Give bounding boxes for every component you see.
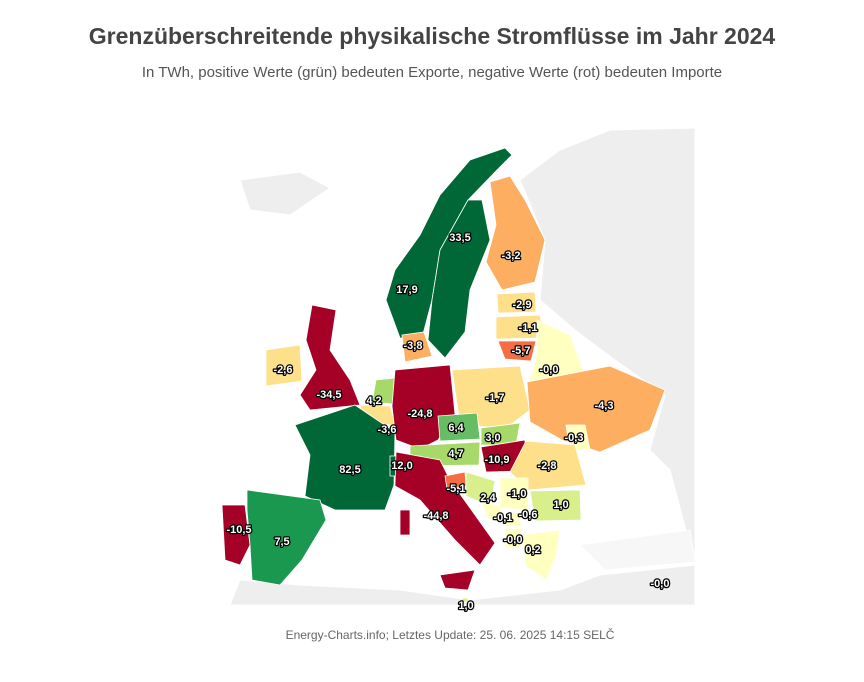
value-label: -3,2 [502,250,521,262]
value-label: -5,7 [512,345,531,357]
regions [221,147,696,603]
value-label: -1,0 [508,488,527,500]
region [526,365,666,453]
value-label: 1,0 [553,499,568,511]
value-label: 3,0 [485,432,500,444]
region [427,199,491,359]
value-label: -0,1 [494,512,513,524]
subtitle: In TWh, positive Werte (grün) bedeuten E… [142,64,722,81]
value-label: 6,4 [448,422,464,434]
value-label: -3,6 [378,424,397,436]
value-label: -0,0 [504,534,523,546]
value-label: 82,5 [339,464,360,476]
value-label: -24,8 [407,408,432,420]
value-label: 4,2 [366,395,381,407]
region [504,527,522,549]
value-label: -44,8 [423,510,448,522]
region [499,477,529,511]
region [579,529,696,571]
labels: 17,9 33,5 -3,2 -2,9 -1,1 -5,7 -0,0 -3,8 -2,6 -34,… [225,231,671,614]
region [521,529,561,581]
region [485,175,546,291]
value-label: -2,6 [274,364,293,376]
value-label: 2,4 [480,492,496,504]
region [294,404,396,511]
value-label: -3,8 [404,340,423,352]
value-label: 17,9 [396,284,417,296]
value-label: 0,2 [525,544,540,556]
value-label: -1,1 [519,322,538,334]
region [497,340,537,362]
region [509,440,587,491]
value-label: -0,0 [540,364,559,376]
value-label: -0,6 [519,509,538,521]
region [394,451,496,591]
region [505,511,522,528]
value-label: -34,5 [316,389,341,401]
title: Grenzüberschreitende physikalische Strom… [89,23,776,49]
region [221,504,251,566]
land [229,564,696,606]
value-label: -2,9 [513,299,532,311]
value-label: -0,0 [651,578,670,590]
value-label: 7,5 [274,536,289,548]
value-label: 4,7 [448,448,463,460]
region [299,304,361,411]
background-land [229,127,696,606]
value-label: 12,0 [391,460,412,472]
region [265,344,303,387]
region [401,331,433,363]
value-label: -4,3 [595,400,614,412]
region [481,501,505,522]
value-label: -0,3 [565,432,584,444]
value-label: -10,9 [484,454,509,466]
value-label: 1,0 [458,600,473,612]
region [496,291,537,314]
value-label: -5,1 [447,483,466,495]
region [529,489,582,522]
value-label: -2,8 [538,460,557,472]
source: Energy-Charts.info; Letztes Update: 25. … [286,627,615,642]
land [239,171,331,216]
region [437,412,481,442]
value-label: -1,7 [486,392,505,404]
region [246,489,327,586]
value-label: -10,5 [226,524,251,536]
region [461,597,469,603]
value-label: 33,5 [449,232,470,244]
